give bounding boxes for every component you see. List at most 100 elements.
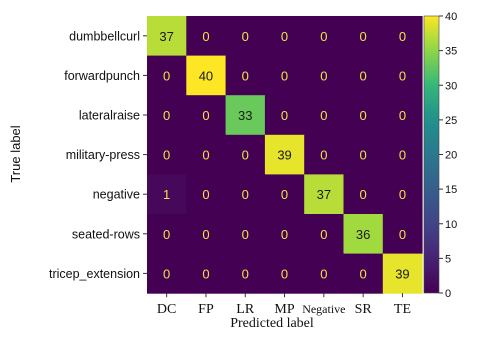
heatmap-cell-r5-c3 [264, 214, 305, 255]
heatmap-cell-r5-c4 [304, 214, 344, 255]
cell-value-r3-c5: 0 [360, 148, 367, 163]
cell-value-r5-c3: 0 [281, 227, 288, 242]
x-tick-label: Negative [302, 302, 345, 316]
cell-value-r4-c6: 0 [399, 187, 406, 202]
heatmap-cell-r4-c3 [264, 174, 305, 215]
heatmap-cell-r1-c6 [382, 55, 423, 96]
cell-value-r0-c3: 0 [281, 29, 288, 44]
cell-value-r0-c2: 0 [242, 29, 249, 44]
heatmap-cell-r6-c4 [304, 253, 344, 294]
heatmap-cell-r1-c5 [343, 55, 384, 96]
heatmap-cell-r1-c2 [225, 55, 266, 96]
cell-value-r1-c3: 0 [281, 68, 288, 83]
heatmap-cell-r4-c4 [304, 174, 344, 215]
x-tick-labels: DC FP LR MP Negative SR TE [157, 293, 411, 317]
colorbar-tick-label: 10 [445, 219, 457, 231]
heatmap-cell-r2-c5 [343, 95, 384, 136]
colorbar-tick-label: 0 [445, 288, 451, 300]
heatmap-cell-r6-c6 [382, 253, 423, 294]
colorbar-tick-label: 20 [445, 150, 457, 162]
heatmap-cell-r6-c5 [343, 253, 384, 294]
colorbar-tick-label: 5 [445, 253, 451, 265]
cell-value-r4-c5: 0 [360, 187, 367, 202]
heatmap-cell-r3-c3 [264, 134, 305, 175]
heatmap-cell-r1-c0 [147, 55, 187, 96]
cell-value-r2-c0: 0 [163, 108, 170, 123]
heatmap-cell-r0-c3 [264, 16, 305, 57]
y-tick-label: seated-rows [72, 227, 140, 241]
cell-value-r2-c2: 33 [238, 108, 252, 123]
heatmap-cell-r5-c0 [147, 214, 187, 255]
heatmap-cell-r5-c6 [382, 214, 423, 255]
cell-value-r6-c3: 0 [281, 266, 288, 281]
heatmap-cell-r4-c0 [147, 174, 187, 215]
heatmap-cell-r5-c2 [225, 214, 266, 255]
heatmap-cell-r3-c6 [382, 134, 423, 175]
heatmap-cell-r0-c1 [186, 16, 227, 57]
heatmap-cell-r2-c1 [186, 95, 227, 136]
colorbar-tick-label: 25 [445, 115, 457, 127]
cell-value-r1-c5: 0 [360, 68, 367, 83]
cell-value-r0-c1: 0 [202, 29, 209, 44]
heatmap-cell-r5-c1 [186, 214, 227, 255]
cell-value-r4-c0: 1 [163, 187, 170, 202]
cell-value-r5-c4: 0 [320, 227, 327, 242]
cell-value-r6-c4: 0 [320, 266, 327, 281]
heatmap-cell-r0-c0 [147, 16, 187, 57]
colorbar: 0 5 10 15 20 25 30 35 40 [423, 11, 457, 300]
cell-value-r3-c1: 0 [202, 148, 209, 163]
cell-value-r0-c4: 0 [320, 29, 327, 44]
heatmap-cell-r2-c4 [304, 95, 344, 136]
heatmap-cells [147, 16, 423, 294]
cell-value-r5-c6: 0 [399, 227, 406, 242]
colorbar-tick-label: 35 [445, 46, 457, 58]
cell-value-r3-c0: 0 [163, 148, 170, 163]
heatmap-cell-r3-c5 [343, 134, 384, 175]
cell-value-r6-c0: 0 [163, 266, 170, 281]
x-tick-label: SR [355, 302, 373, 317]
cell-value-r2-c1: 0 [202, 108, 209, 123]
colorbar-tick-label: 15 [445, 184, 457, 196]
colorbar-gradient [423, 15, 440, 294]
y-tick-labels: dumbbellcurl forwardpunch lateralraise mili… [49, 29, 147, 281]
cell-value-r1-c4: 0 [320, 68, 327, 83]
heatmap-cell-r1-c3 [264, 55, 305, 96]
heatmap-cell-r1-c1 [186, 55, 227, 96]
cell-value-r2-c6: 0 [399, 108, 406, 123]
x-tick-label: LR [236, 302, 255, 317]
cell-value-r4-c3: 0 [281, 187, 288, 202]
cell-value-r2-c5: 0 [360, 108, 367, 123]
heatmap-cell-r4-c5 [343, 174, 384, 215]
heatmap-cell-r5-c5 [343, 214, 384, 255]
cell-value-r0-c5: 0 [360, 29, 367, 44]
y-tick-label: tricep_extension [49, 267, 140, 281]
heatmap-cell-r2-c3 [264, 95, 305, 136]
heatmap-cell-r2-c2 [225, 95, 266, 136]
cell-value-r5-c2: 0 [242, 227, 249, 242]
cell-value-r5-c0: 0 [163, 227, 170, 242]
heatmap-cell-r0-c4 [304, 16, 344, 57]
cell-value-r1-c1: 40 [199, 68, 213, 83]
cell-value-r6-c1: 0 [202, 266, 209, 281]
heatmap-cell-r2-c0 [147, 95, 187, 136]
heatmap-cell-r3-c0 [147, 134, 187, 175]
cell-value-r5-c1: 0 [202, 227, 209, 242]
cell-value-r6-c5: 0 [360, 266, 367, 281]
cell-value-r3-c2: 0 [242, 148, 249, 163]
cell-value-r2-c3: 0 [281, 108, 288, 123]
cell-value-r2-c4: 0 [320, 108, 327, 123]
cell-value-r1-c6: 0 [399, 68, 406, 83]
y-tick-label: forwardpunch [64, 69, 140, 83]
heatmap-cell-r3-c2 [225, 134, 266, 175]
heatmap-cell-r3-c4 [304, 134, 344, 175]
cell-value-r1-c0: 0 [163, 68, 170, 83]
x-tick-label: DC [157, 302, 176, 317]
y-tick-label: lateralraise [79, 109, 140, 123]
heatmap-cell-r4-c1 [186, 174, 227, 215]
heatmap-cell-r6-c1 [186, 253, 227, 294]
x-tick-label: TE [394, 302, 411, 317]
cell-value-r5-c5: 36 [356, 227, 370, 242]
heatmap-cell-r1-c4 [304, 55, 344, 96]
heatmap-cell-r3-c1 [186, 134, 227, 175]
y-axis-title: True label [8, 125, 23, 182]
